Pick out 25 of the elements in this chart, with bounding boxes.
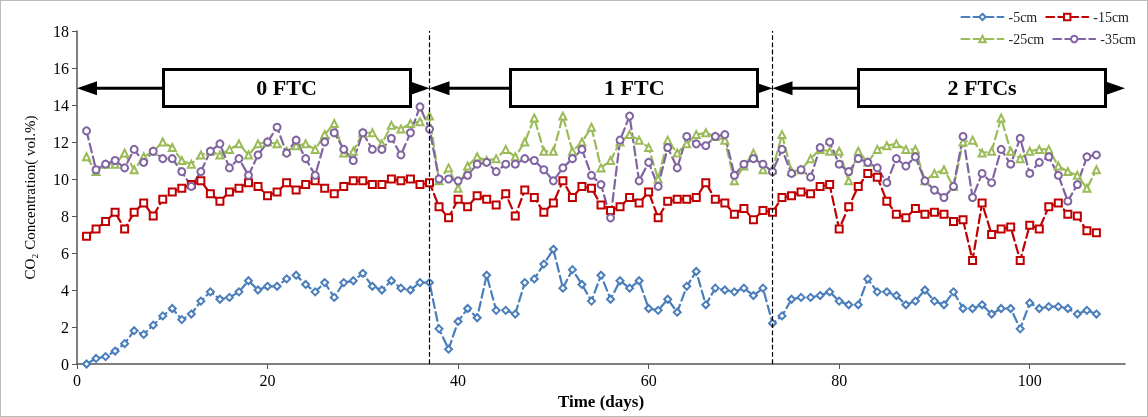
text-box: 2 FTCs <box>857 68 1108 109</box>
y-tick-label: 18 <box>53 22 69 40</box>
y-axis-title: CO₂ Concentration( vol.%) <box>21 115 39 280</box>
y-tick-label: 16 <box>53 59 69 77</box>
x-tick-label: 80 <box>831 371 848 389</box>
text-box: 1 FTC <box>509 68 760 109</box>
x-tick-label: 0 <box>73 371 81 389</box>
y-tick-label: 0 <box>61 355 69 373</box>
x-tick-label: 60 <box>640 371 657 389</box>
x-tick-label: 40 <box>450 371 467 389</box>
y-tick-label: 8 <box>61 207 69 225</box>
x-tick-label: 20 <box>259 371 276 389</box>
legend-label: -5cm <box>1008 9 1038 25</box>
legend-label: -35cm <box>1100 31 1137 47</box>
y-tick-label: 6 <box>61 244 69 262</box>
legend-label: -15cm <box>1093 9 1130 25</box>
y-tick-label: 2 <box>61 318 69 336</box>
x-axis-title: Time (days) <box>557 391 645 411</box>
y-tick-label: 4 <box>61 281 69 299</box>
y-tick-label: 14 <box>53 96 69 114</box>
y-tick-label: 12 <box>53 133 69 151</box>
legend-label: -25cm <box>1008 31 1045 47</box>
y-tick-label: 10 <box>53 170 69 188</box>
x-tick-label: 100 <box>1017 371 1042 389</box>
text-box: 0 FTC <box>161 68 412 109</box>
